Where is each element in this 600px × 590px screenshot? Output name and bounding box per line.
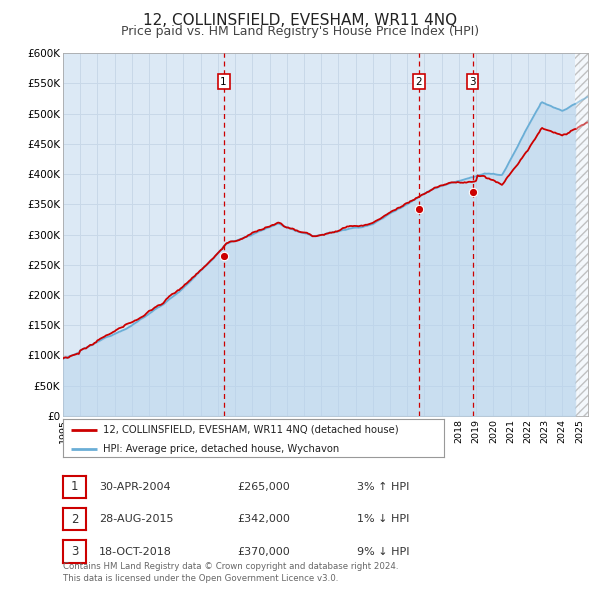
Text: 3: 3 <box>469 77 476 87</box>
Text: 9% ↓ HPI: 9% ↓ HPI <box>357 547 409 556</box>
Text: 3: 3 <box>71 545 78 558</box>
Text: £265,000: £265,000 <box>237 482 290 491</box>
Text: 1: 1 <box>220 77 227 87</box>
Text: £342,000: £342,000 <box>237 514 290 524</box>
Text: Price paid vs. HM Land Registry's House Price Index (HPI): Price paid vs. HM Land Registry's House … <box>121 25 479 38</box>
Bar <box>575 53 588 416</box>
Text: 28-AUG-2015: 28-AUG-2015 <box>99 514 173 524</box>
Text: 18-OCT-2018: 18-OCT-2018 <box>99 547 172 556</box>
Text: 2: 2 <box>71 513 78 526</box>
Text: 30-APR-2004: 30-APR-2004 <box>99 482 170 491</box>
Text: 12, COLLINSFIELD, EVESHAM, WR11 4NQ (detached house): 12, COLLINSFIELD, EVESHAM, WR11 4NQ (det… <box>103 425 398 435</box>
Text: 12, COLLINSFIELD, EVESHAM, WR11 4NQ: 12, COLLINSFIELD, EVESHAM, WR11 4NQ <box>143 13 457 28</box>
Text: HPI: Average price, detached house, Wychavon: HPI: Average price, detached house, Wych… <box>103 444 339 454</box>
Text: £370,000: £370,000 <box>237 547 290 556</box>
Text: 3% ↑ HPI: 3% ↑ HPI <box>357 482 409 491</box>
Text: 2: 2 <box>415 77 422 87</box>
Text: 1% ↓ HPI: 1% ↓ HPI <box>357 514 409 524</box>
Text: Contains HM Land Registry data © Crown copyright and database right 2024.
This d: Contains HM Land Registry data © Crown c… <box>63 562 398 583</box>
Text: 1: 1 <box>71 480 78 493</box>
